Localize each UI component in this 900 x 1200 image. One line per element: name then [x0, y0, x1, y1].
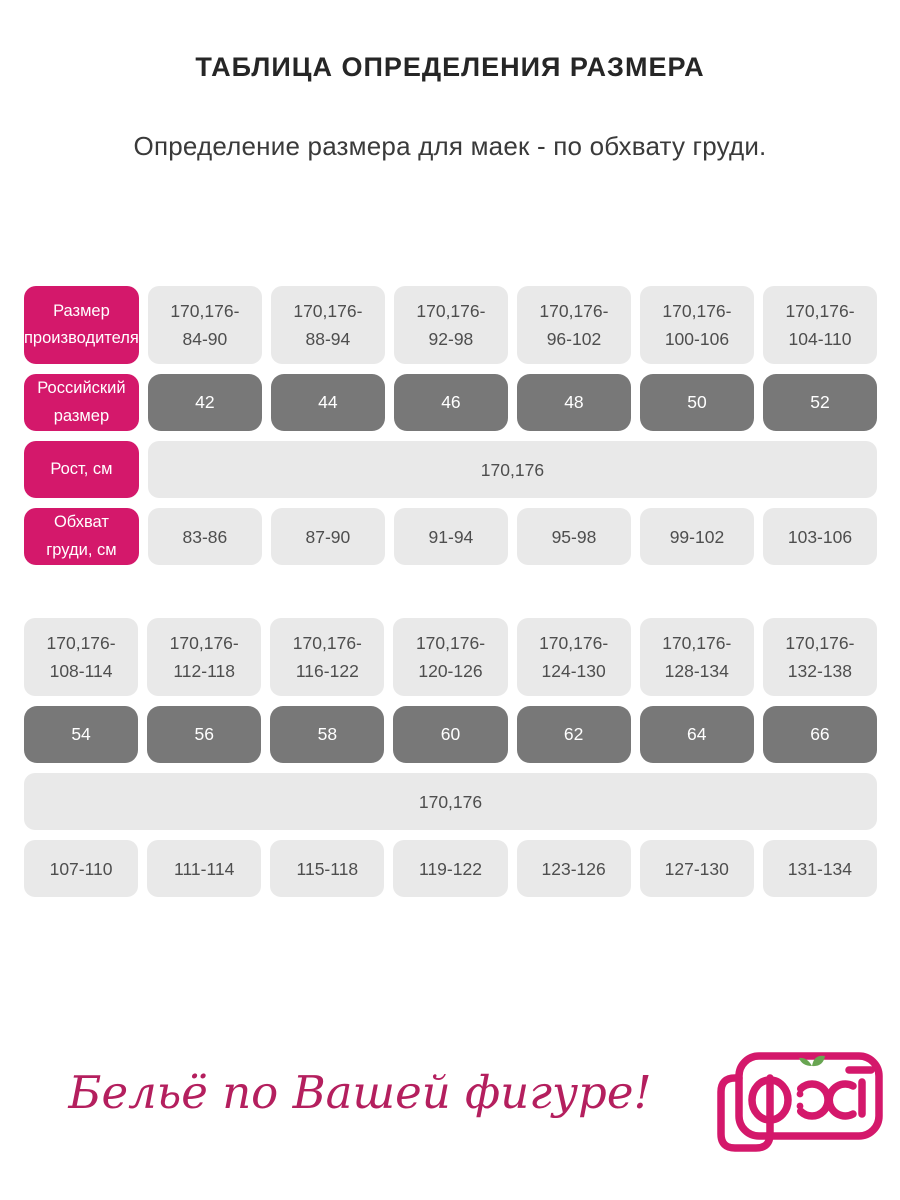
logo-frame — [717, 1052, 883, 1152]
manufacturer-size-cell: 170,176- 120-126 — [393, 618, 508, 696]
height-cell: 170,176 — [147, 441, 877, 498]
manufacturer-size-cell: 170,176- 128-134 — [639, 618, 754, 696]
chest-cell: 131-134 — [762, 840, 877, 897]
russian-size-cell: 54 — [24, 706, 139, 763]
chest-cell: 91-94 — [393, 508, 508, 565]
russian-size-cell: 62 — [516, 706, 631, 763]
chest-cell: 87-90 — [270, 508, 385, 565]
russian-size-cell: 52 — [762, 374, 877, 431]
page-title: ТАБЛИЦА ОПРЕДЕЛЕНИЯ РАЗМЕРА — [195, 52, 705, 82]
row-header-chest: Обхват груди, см — [24, 508, 139, 565]
russian-size-cell: 66 — [762, 706, 877, 763]
manufacturer-size-cell: 170,176- 96-102 — [516, 286, 631, 364]
chest-cell: 83-86 — [147, 508, 262, 565]
chest-cell: 99-102 — [639, 508, 754, 565]
russian-size-cell: 58 — [270, 706, 385, 763]
chest-cell: 107-110 — [24, 840, 139, 897]
manufacturer-size-cell: 170,176- 88-94 — [270, 286, 385, 364]
brand-slogan: Бельё по Вашей фигуре! — [68, 1066, 652, 1119]
chest-cell: 115-118 — [270, 840, 385, 897]
manufacturer-size-cell: 170,176- 108-114 — [24, 618, 139, 696]
size-table-block-1: Размер производителя 170,176- 84-90 170,… — [24, 286, 877, 565]
manufacturer-size-cell: 170,176- 92-98 — [393, 286, 508, 364]
height-cell: 170,176 — [24, 773, 877, 830]
chest-cell: 127-130 — [639, 840, 754, 897]
chest-cell: 95-98 — [516, 508, 631, 565]
russian-size-cell: 48 — [516, 374, 631, 431]
russian-size-cell: 46 — [393, 374, 508, 431]
fest-brand-logo: ФЭСТ — [717, 1052, 883, 1152]
russian-size-cell: 50 — [639, 374, 754, 431]
leaf-icon — [799, 1055, 825, 1067]
row-header-russian-size: Российский размер — [24, 374, 139, 431]
manufacturer-size-cell: 170,176- 112-118 — [147, 618, 262, 696]
manufacturer-size-cell: 170,176- 104-110 — [762, 286, 877, 364]
row-header-height: Рост, см — [24, 441, 139, 498]
russian-size-cell: 64 — [639, 706, 754, 763]
logo-colon-dots — [796, 1090, 804, 1110]
chest-cell: 119-122 — [393, 840, 508, 897]
page-subtitle: Определение размера для маек - по обхват… — [133, 131, 767, 161]
russian-size-cell: 56 — [147, 706, 262, 763]
chest-cell: 111-114 — [147, 840, 262, 897]
russian-size-cell: 42 — [147, 374, 262, 431]
russian-size-cell: 44 — [270, 374, 385, 431]
manufacturer-size-cell: 170,176- 84-90 — [147, 286, 262, 364]
russian-size-cell: 60 — [393, 706, 508, 763]
row-header-manufacturer-size: Размер производителя — [24, 286, 139, 364]
manufacturer-size-cell: 170,176- 116-122 — [270, 618, 385, 696]
manufacturer-size-cell: 170,176- 132-138 — [762, 618, 877, 696]
size-table-block-2: 170,176- 108-114 170,176- 112-118 170,17… — [24, 618, 877, 897]
manufacturer-size-cell: 170,176- 100-106 — [639, 286, 754, 364]
chest-cell: 123-126 — [516, 840, 631, 897]
chest-cell: 103-106 — [762, 508, 877, 565]
manufacturer-size-cell: 170,176- 124-130 — [516, 618, 631, 696]
